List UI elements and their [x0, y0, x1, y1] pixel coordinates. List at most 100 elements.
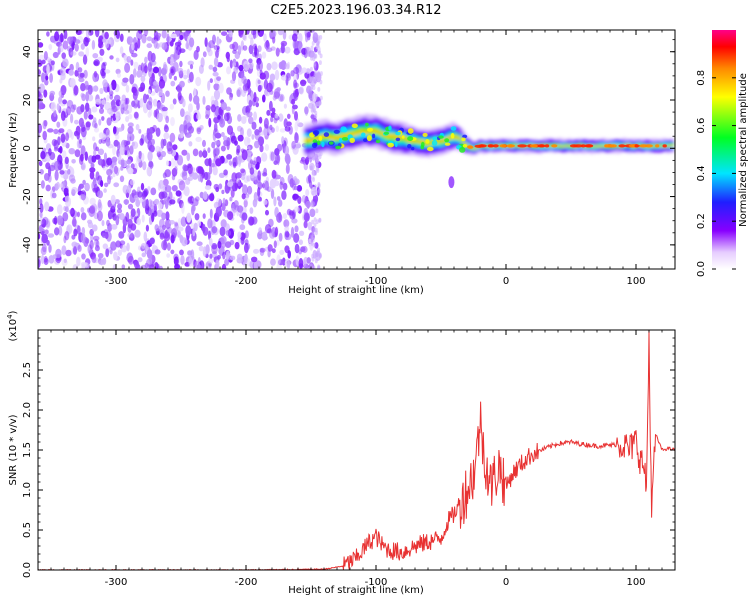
noise-speck [270, 258, 276, 266]
noise-speck [207, 147, 211, 154]
noise-speck [50, 60, 55, 66]
spectrogram-x-axis-label: Height of straight line (km) [288, 285, 424, 296]
noise-speck [48, 244, 52, 253]
noise-speck [294, 243, 300, 254]
noise-speck [303, 220, 308, 229]
noise-speck [93, 149, 97, 156]
noise-speck [73, 246, 77, 255]
signal-hotspot [478, 144, 485, 148]
noise-speck [192, 197, 196, 202]
noise-speck [263, 127, 268, 136]
colorbar-tick-label: 0.4 [696, 165, 707, 181]
noise-speck [318, 252, 322, 258]
colorbar-tick-label: 0.2 [696, 213, 707, 229]
noise-speck [312, 85, 316, 91]
noise-speck [38, 258, 41, 269]
noise-speck [49, 90, 56, 96]
noise-speck [215, 186, 220, 193]
noise-speck [117, 72, 121, 78]
snr-y-tick-label: 2.0 [22, 402, 33, 418]
noise-speck [83, 69, 88, 79]
noise-speck [259, 144, 264, 153]
noise-speck [87, 84, 93, 95]
noise-speck [278, 113, 284, 122]
noise-speck [319, 95, 323, 101]
noise-speck [261, 183, 266, 189]
noise-speck [311, 100, 315, 106]
noise-speck [125, 116, 130, 123]
noise-speck [49, 73, 53, 83]
noise-speck [42, 130, 47, 141]
noise-speck [316, 252, 320, 257]
noise-speck [81, 227, 86, 236]
noise-speck [259, 69, 263, 76]
signal-hotspot [383, 131, 390, 135]
noise-speck [130, 59, 134, 66]
noise-speck [117, 152, 122, 163]
noise-speck [263, 117, 269, 129]
noise-speck [93, 85, 99, 92]
noise-speck [273, 91, 280, 100]
noise-speck [317, 35, 321, 40]
noise-speck [138, 86, 144, 92]
noise-speck [195, 76, 202, 87]
noise-speck [270, 30, 277, 38]
noise-speck [175, 190, 182, 197]
noise-speck [261, 51, 267, 59]
noise-speck [237, 181, 241, 187]
noise-speck [38, 123, 43, 134]
spectrogram-x-tick-label: 100 [626, 276, 645, 287]
noise-speck [65, 132, 69, 142]
noise-speck [54, 227, 60, 236]
noise-speck [208, 237, 213, 247]
colorbar-tick-label: 0.6 [696, 118, 707, 134]
signal-hotspot [312, 139, 318, 144]
noise-speck [109, 55, 114, 60]
noise-speck [149, 76, 154, 87]
noise-speck [288, 210, 294, 216]
noise-speck [284, 46, 291, 54]
noise-speck [114, 94, 121, 102]
noise-speck [48, 148, 52, 156]
noise-speck [187, 164, 193, 175]
noise-speck [314, 170, 317, 176]
noise-speck [131, 86, 137, 94]
noise-speck [262, 94, 266, 103]
noise-speck [276, 239, 280, 246]
noise-speck [199, 191, 204, 199]
noise-speck [259, 247, 266, 253]
noise-speck [309, 86, 313, 92]
noise-speck [90, 162, 95, 169]
noise-speck [241, 212, 248, 221]
noise-speck [65, 206, 69, 213]
noise-speck [158, 79, 166, 89]
noise-speck [126, 242, 130, 252]
noise-speck [283, 118, 288, 128]
noise-speck [243, 78, 250, 88]
noise-speck [104, 69, 111, 74]
noise-speck [309, 76, 315, 84]
noise-speck [59, 43, 64, 53]
noise-speck [140, 243, 147, 249]
noise-speck [141, 33, 147, 44]
noise-speck [165, 115, 170, 124]
noise-speck [177, 229, 181, 238]
noise-speck [179, 124, 185, 135]
noise-speck [156, 112, 163, 123]
noise-speck [219, 226, 226, 237]
noise-speck [47, 128, 54, 133]
noise-speck [193, 87, 197, 97]
noise-speck [285, 72, 292, 81]
noise-speck [208, 258, 214, 264]
noise-speck [254, 45, 258, 56]
noise-speck [181, 149, 188, 156]
signal-hotspot [432, 136, 438, 141]
noise-speck [84, 183, 90, 190]
noise-speck [135, 197, 139, 205]
noise-speck [163, 125, 169, 133]
noise-speck [228, 92, 233, 101]
signal-hotspot [312, 142, 317, 148]
noise-speck [152, 81, 159, 86]
noise-speck [314, 110, 318, 116]
noise-speck [237, 231, 242, 239]
